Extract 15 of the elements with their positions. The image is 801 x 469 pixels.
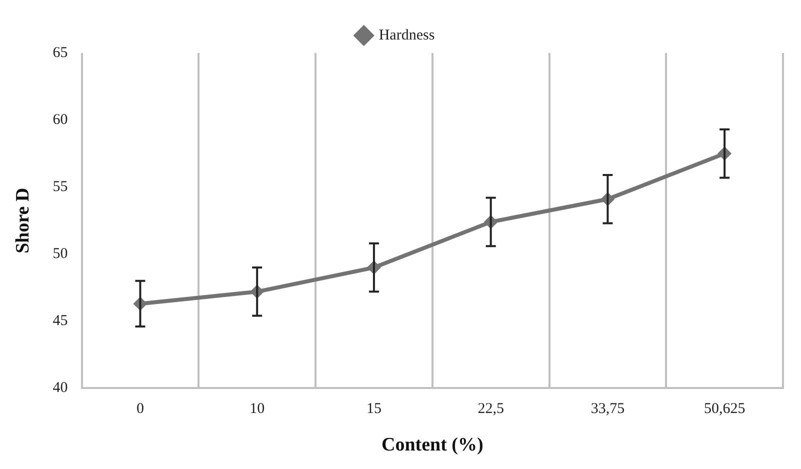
y-tick-label: 40 bbox=[52, 380, 68, 396]
x-tick-label: 10 bbox=[250, 401, 265, 418]
y-tick-label: 60 bbox=[52, 112, 68, 128]
x-tick-label: 0 bbox=[136, 401, 144, 418]
x-tick-label: 15 bbox=[366, 401, 382, 418]
x-tick-label: 22,5 bbox=[478, 401, 504, 418]
y-tick-label: 55 bbox=[52, 179, 68, 196]
y-tick-label: 65 bbox=[52, 44, 68, 61]
x-tick-label: 33,75 bbox=[590, 401, 625, 418]
y-tick-label: 45 bbox=[52, 313, 68, 330]
y-axis-title: Shore D bbox=[12, 188, 34, 254]
legend-label: Hardness bbox=[378, 27, 435, 44]
y-tick-label: 50 bbox=[52, 246, 68, 262]
x-tick-label: 50,625 bbox=[704, 401, 746, 418]
x-axis-title: Content (%) bbox=[381, 434, 484, 456]
